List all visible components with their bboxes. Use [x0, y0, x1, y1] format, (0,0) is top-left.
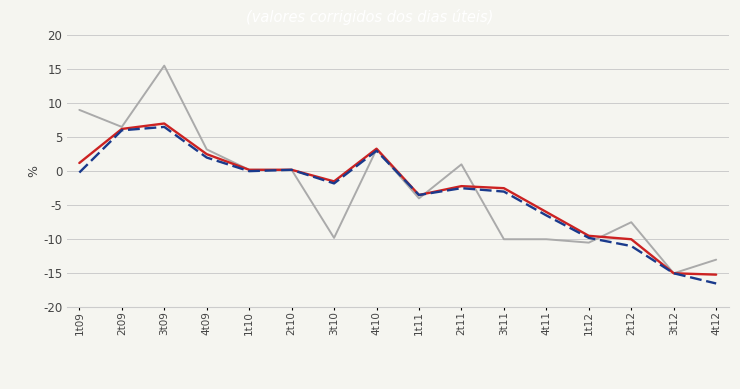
Y-axis label: %: % — [27, 165, 41, 177]
Text: (valores corrigidos dos dias úteis): (valores corrigidos dos dias úteis) — [246, 9, 494, 25]
